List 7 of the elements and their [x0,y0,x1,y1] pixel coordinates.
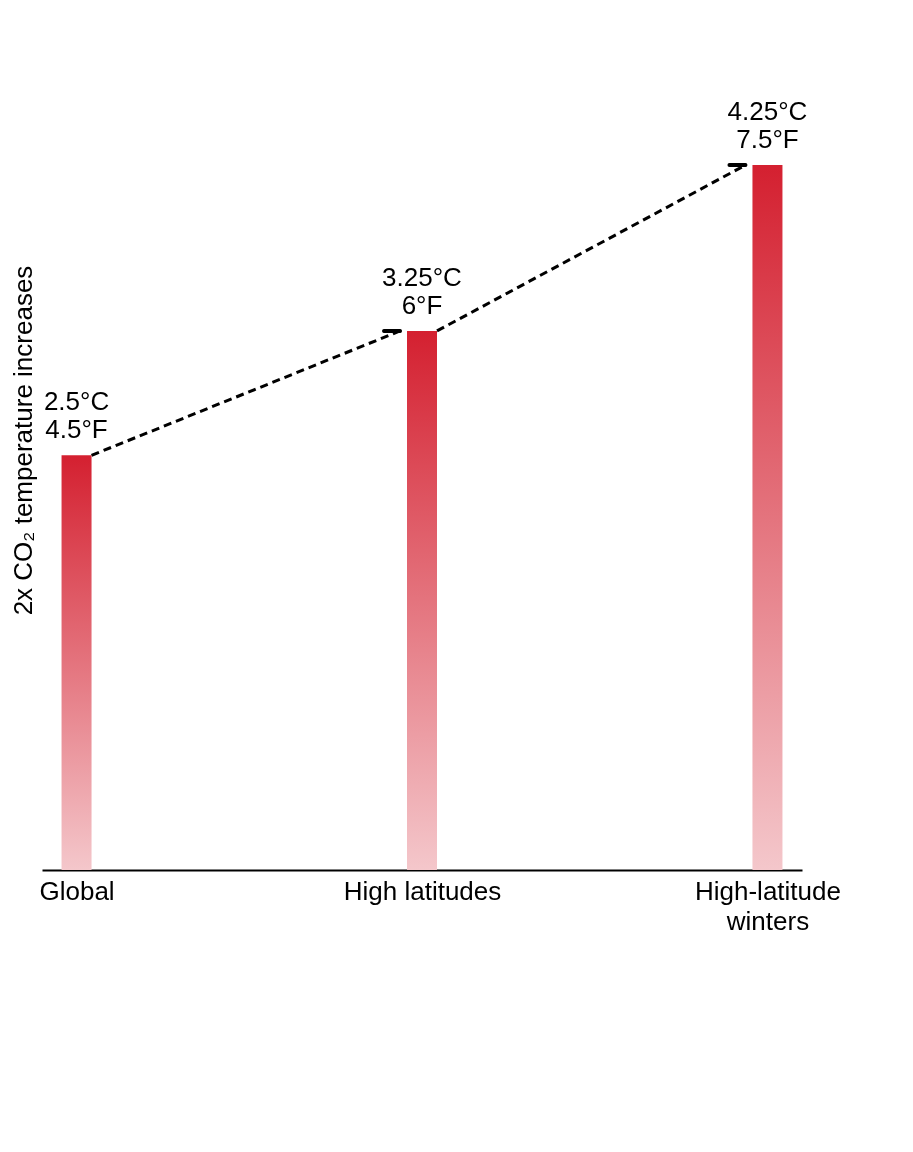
x-tick-label: High-latitude winters [694,875,841,936]
data-label: 3.25°C 6°F [382,261,462,320]
data-label: 4.25°C 7.5°F [727,96,808,155]
x-tick-label: High latitudes [343,875,502,906]
y-axis-title: 2x CO₂ temperature increases [7,265,38,616]
x-tick-label: Global [39,875,115,906]
data-label: 2.5°C 4.5°F [43,386,110,445]
